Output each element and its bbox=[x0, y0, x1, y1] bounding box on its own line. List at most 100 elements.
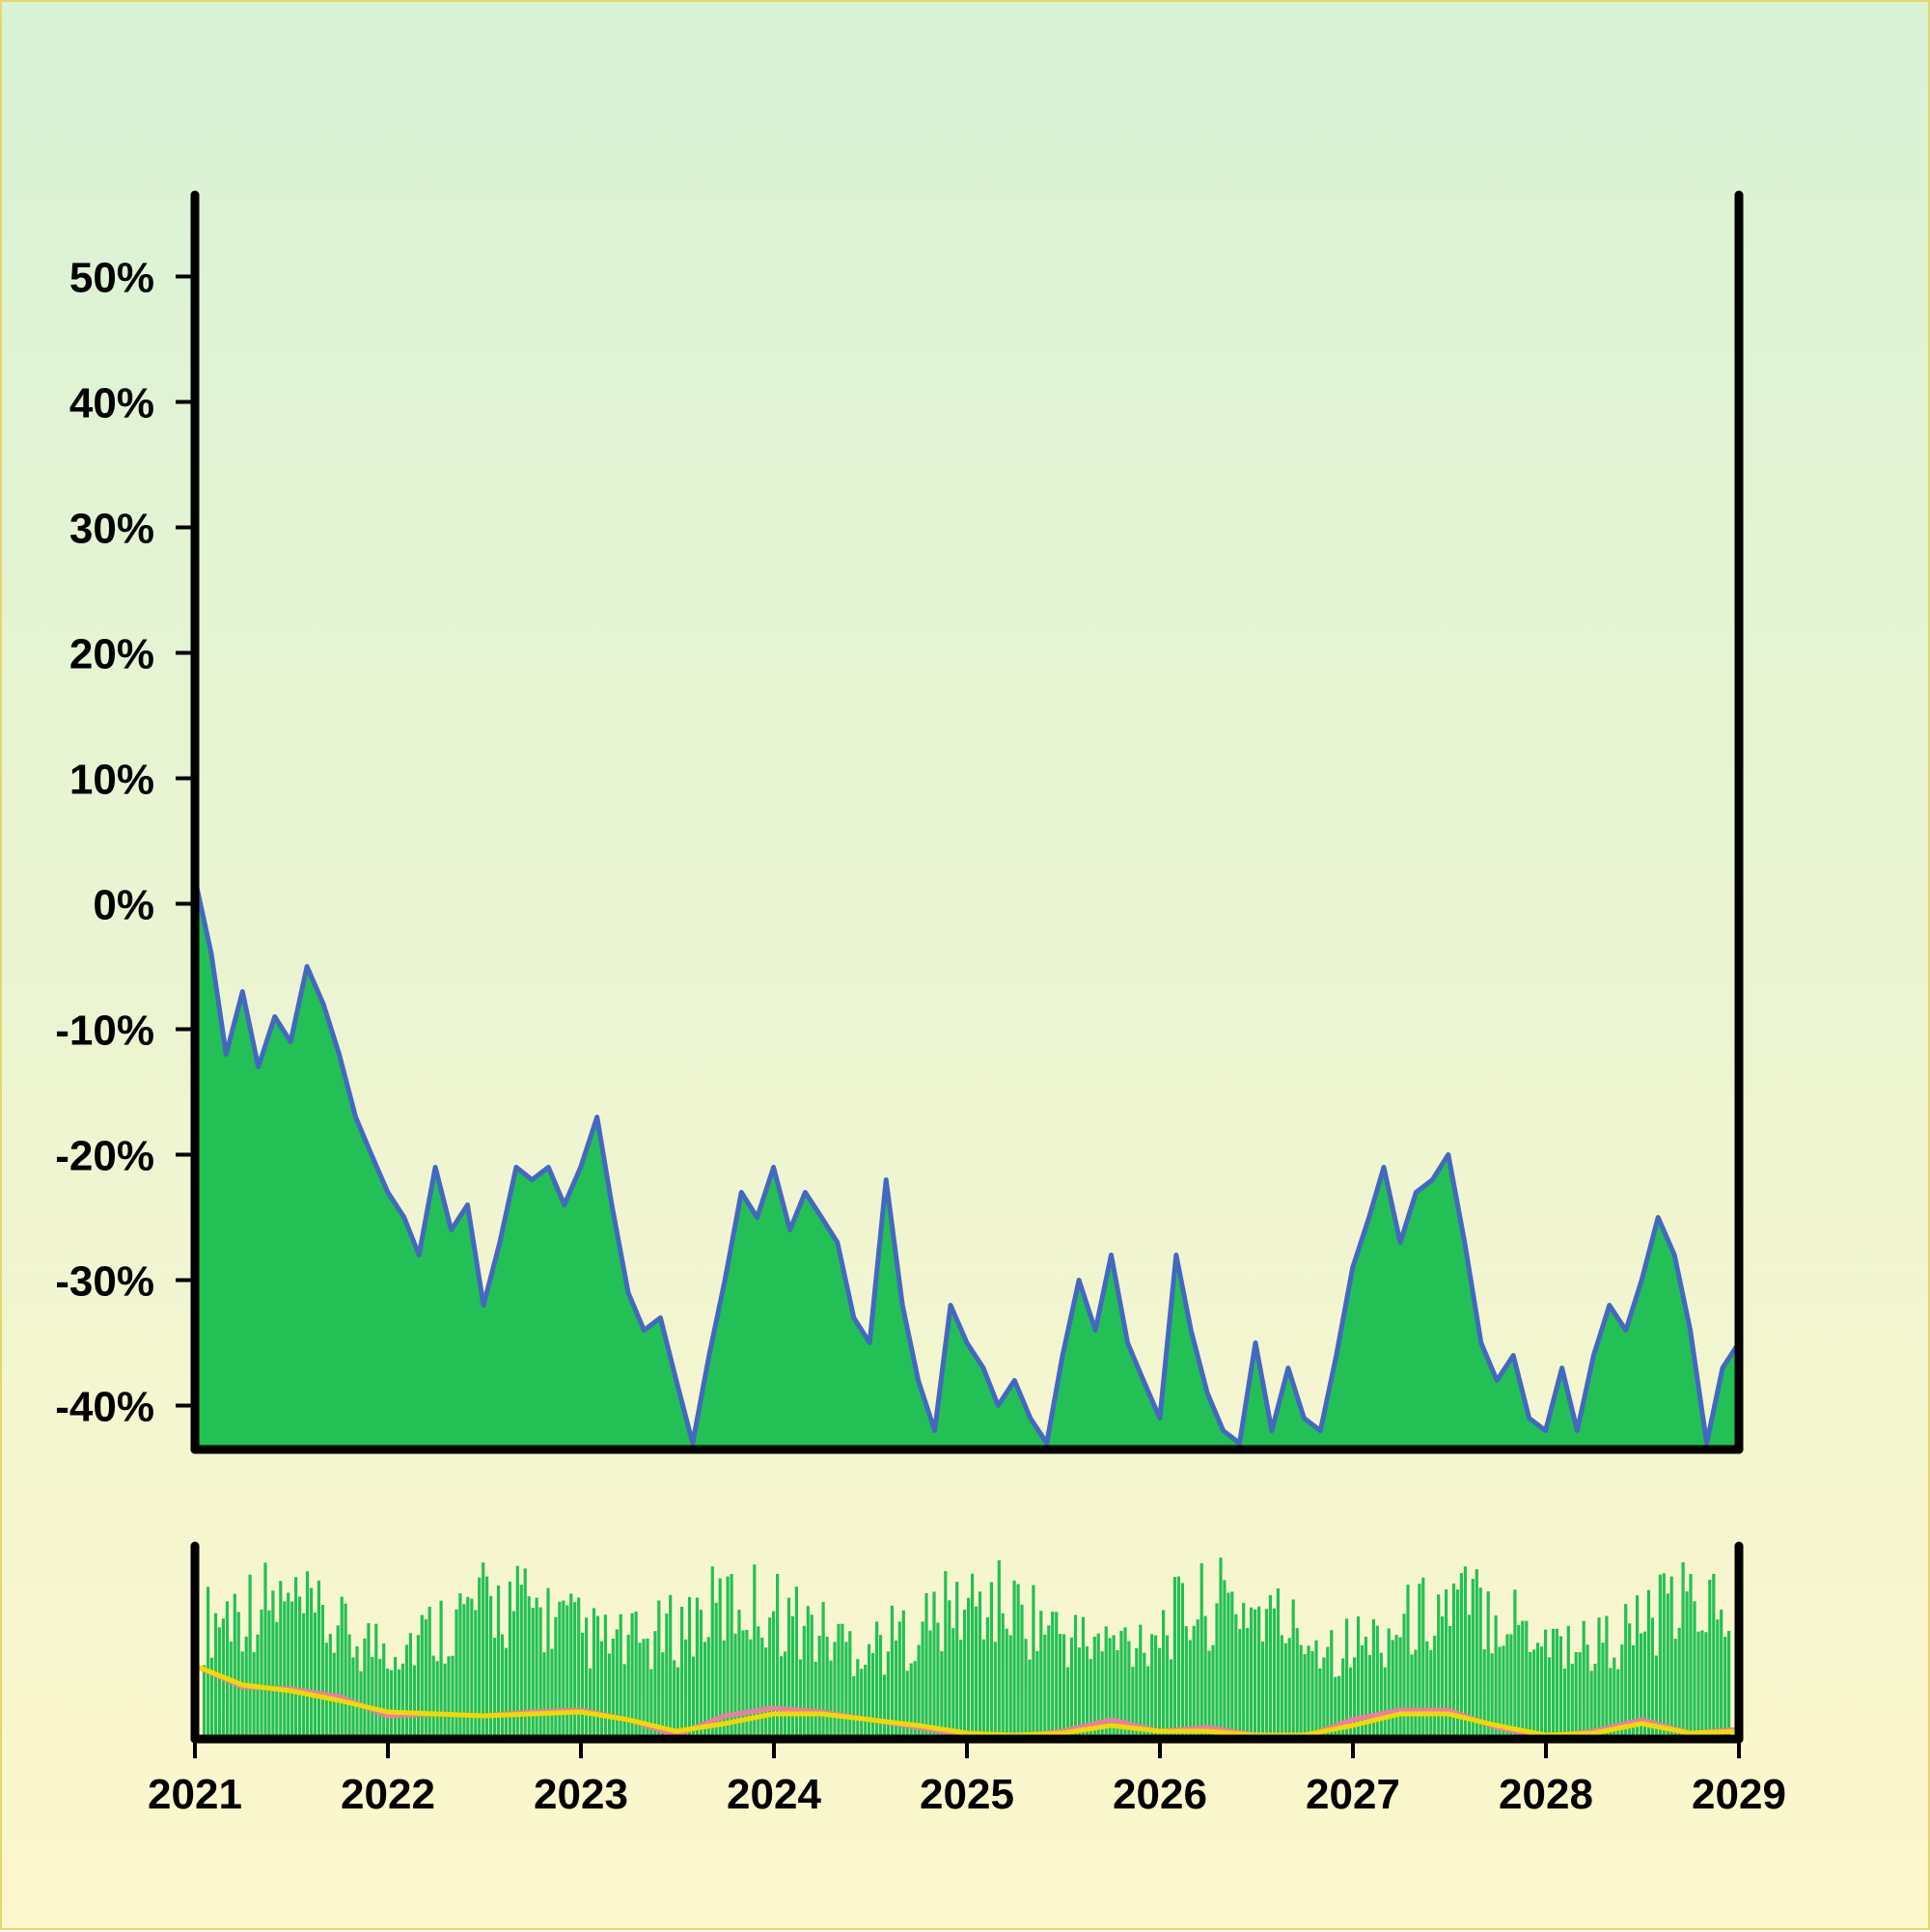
volume-bar bbox=[1558, 1636, 1562, 1739]
volume-bar bbox=[1364, 1637, 1367, 1739]
volume-bar bbox=[810, 1615, 813, 1739]
series-area bbox=[195, 878, 1739, 1449]
volume-bar bbox=[680, 1607, 684, 1739]
volume-bar bbox=[1455, 1589, 1460, 1739]
volume-bar bbox=[290, 1601, 294, 1739]
volume-bar bbox=[638, 1642, 642, 1739]
volume-bar bbox=[313, 1612, 317, 1739]
volume-bar bbox=[963, 1610, 967, 1739]
volume-bar bbox=[1108, 1638, 1112, 1739]
volume-bar bbox=[798, 1659, 802, 1739]
volume-bar bbox=[1681, 1561, 1685, 1739]
volume-bar bbox=[447, 1656, 451, 1739]
volume-bar bbox=[305, 1571, 310, 1739]
volume-bar bbox=[642, 1639, 646, 1739]
volume-bar bbox=[1406, 1585, 1410, 1739]
volume-bar bbox=[309, 1587, 314, 1739]
volume-bar bbox=[780, 1656, 784, 1739]
volume-bar bbox=[1517, 1624, 1521, 1739]
volume-bar bbox=[1536, 1642, 1540, 1739]
volume-bar bbox=[703, 1642, 706, 1739]
volume-bar bbox=[1551, 1628, 1556, 1739]
volume-bar bbox=[394, 1657, 398, 1739]
volume-bar bbox=[1532, 1649, 1536, 1739]
volume-bar bbox=[1188, 1640, 1192, 1739]
volume-bar bbox=[1429, 1649, 1433, 1739]
volume-bar bbox=[1127, 1641, 1131, 1739]
volume-bar bbox=[909, 1663, 913, 1739]
volume-bar bbox=[435, 1661, 439, 1739]
volume-bar bbox=[263, 1562, 267, 1739]
volume-bar bbox=[1047, 1625, 1051, 1739]
volume-bar bbox=[500, 1634, 505, 1739]
volume-bar bbox=[592, 1608, 596, 1739]
volume-bar bbox=[1445, 1589, 1448, 1739]
volume-bar bbox=[542, 1652, 546, 1739]
volume-bar bbox=[1176, 1576, 1180, 1739]
volume-bar bbox=[745, 1630, 749, 1739]
volume-bar bbox=[1570, 1664, 1574, 1739]
moving-average-slow-line bbox=[194, 1663, 1740, 1738]
volume-bar bbox=[1394, 1635, 1398, 1739]
volume-bar bbox=[757, 1626, 760, 1739]
volume-bar bbox=[760, 1638, 764, 1739]
volume-bar bbox=[427, 1607, 431, 1739]
volume-bar bbox=[1330, 1630, 1334, 1739]
volume-bar bbox=[535, 1597, 538, 1739]
volume-bar bbox=[1299, 1644, 1303, 1739]
volume-bar bbox=[993, 1642, 997, 1739]
volume-bar bbox=[749, 1639, 753, 1739]
volume-bar bbox=[1463, 1566, 1467, 1739]
volume-bar bbox=[252, 1652, 256, 1739]
volume-bar bbox=[978, 1591, 982, 1739]
x-tick-label: 2029 bbox=[1692, 1771, 1786, 1818]
volume-bar bbox=[203, 1665, 207, 1739]
x-tick-label: 2022 bbox=[341, 1771, 435, 1818]
volume-bar bbox=[1601, 1642, 1605, 1739]
volume-bar bbox=[1689, 1573, 1693, 1739]
volume-bar bbox=[1246, 1627, 1250, 1739]
volume-bar bbox=[1708, 1580, 1712, 1739]
volume-bar bbox=[1055, 1612, 1059, 1739]
volume-bar bbox=[733, 1633, 737, 1739]
volume-bar bbox=[1620, 1644, 1624, 1739]
volume-bar bbox=[1636, 1595, 1640, 1739]
volume-bar bbox=[1353, 1657, 1357, 1739]
volume-bar bbox=[1135, 1648, 1139, 1739]
volume-bar bbox=[878, 1635, 883, 1739]
volume-bar bbox=[1589, 1670, 1593, 1739]
volume-bar bbox=[317, 1580, 320, 1739]
volume-bar bbox=[913, 1661, 917, 1739]
volume-bar bbox=[1658, 1574, 1662, 1739]
volume-bar bbox=[328, 1634, 332, 1739]
volume-bar bbox=[236, 1612, 240, 1739]
volume-bar bbox=[1544, 1629, 1548, 1739]
volume-bar bbox=[687, 1596, 692, 1739]
volume-bar bbox=[1012, 1580, 1016, 1739]
volume-bar bbox=[665, 1613, 669, 1739]
volume-bar bbox=[1028, 1659, 1032, 1739]
volume-bar bbox=[1207, 1650, 1211, 1739]
volume-bar bbox=[363, 1638, 367, 1739]
volume-bar bbox=[1219, 1558, 1223, 1739]
volume-bar bbox=[1673, 1639, 1677, 1739]
volume-bar bbox=[1089, 1659, 1092, 1739]
volume-bar bbox=[985, 1617, 989, 1739]
volume-bar bbox=[599, 1641, 603, 1739]
volume-bar bbox=[1238, 1629, 1242, 1739]
volume-bar bbox=[1334, 1676, 1337, 1739]
volume-bar bbox=[1646, 1589, 1651, 1739]
volume-bar bbox=[1257, 1606, 1261, 1739]
volume-bar bbox=[897, 1621, 901, 1739]
volume-bar bbox=[673, 1660, 676, 1739]
volume-bar bbox=[1521, 1620, 1525, 1739]
volume-bar bbox=[275, 1621, 279, 1739]
volume-bar bbox=[603, 1615, 607, 1739]
volume-bar bbox=[928, 1630, 932, 1739]
volume-bar bbox=[462, 1604, 466, 1739]
volume-bar bbox=[772, 1611, 776, 1739]
volume-bar bbox=[932, 1591, 936, 1739]
volume-bar bbox=[1081, 1616, 1085, 1739]
volume-bar bbox=[470, 1598, 474, 1739]
